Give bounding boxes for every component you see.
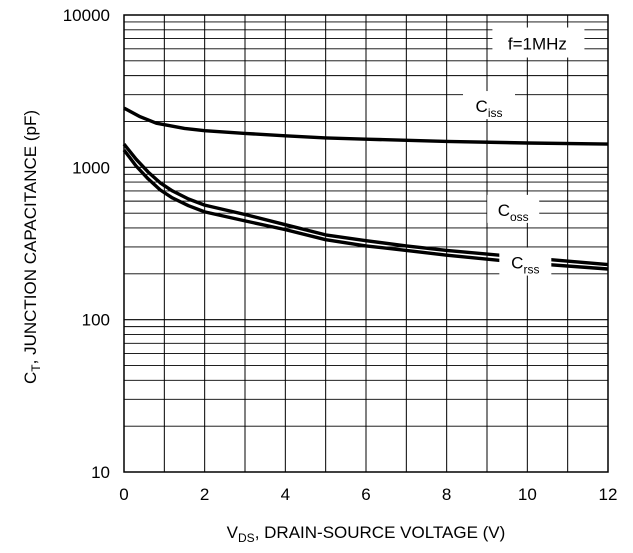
- x-tick-label: 8: [442, 485, 451, 504]
- x-axis-label: VDS, DRAIN-SOURCE VOLTAGE (V): [227, 523, 506, 545]
- x-tick-label: 10: [518, 485, 537, 504]
- x-tick-labels: 0 2 4 6 8 10 12: [119, 485, 617, 504]
- y-tick-label: 100: [82, 311, 110, 330]
- grid-lines: [124, 15, 608, 472]
- series-label-oss: Coss: [498, 201, 529, 224]
- frequency-annotation: f=1MHz: [508, 35, 567, 54]
- y-tick-label: 10: [91, 463, 110, 482]
- y-tick-label: 10000: [63, 6, 110, 25]
- series-labels: Ciss Coss Crss f=1MHz: [463, 27, 585, 277]
- series-line-oss: [122, 143, 609, 267]
- y-tick-label: 1000: [72, 158, 110, 177]
- series-label-bg: [499, 247, 552, 276]
- series-label-bg: [463, 91, 516, 120]
- y-axis-label: CT, JUNCTION CAPACITANCE (pF): [21, 110, 43, 384]
- x-tick-label: 4: [281, 485, 290, 504]
- series-label-iss: Ciss: [476, 97, 503, 120]
- series-curves: [122, 106, 609, 271]
- series-line-iss: [123, 106, 609, 146]
- y-tick-labels: 10 100 1000 10000: [63, 6, 110, 482]
- plot-frame: [123, 14, 609, 473]
- x-tick-label: 6: [361, 485, 370, 504]
- series-label-rss: Crss: [511, 254, 539, 277]
- x-tick-label: 0: [119, 485, 128, 504]
- series-line-rss: [122, 148, 609, 271]
- x-tick-label: 12: [599, 485, 618, 504]
- series-label-bg: [487, 194, 540, 223]
- x-tick-label: 2: [200, 485, 209, 504]
- annotation-bg: [492, 27, 585, 58]
